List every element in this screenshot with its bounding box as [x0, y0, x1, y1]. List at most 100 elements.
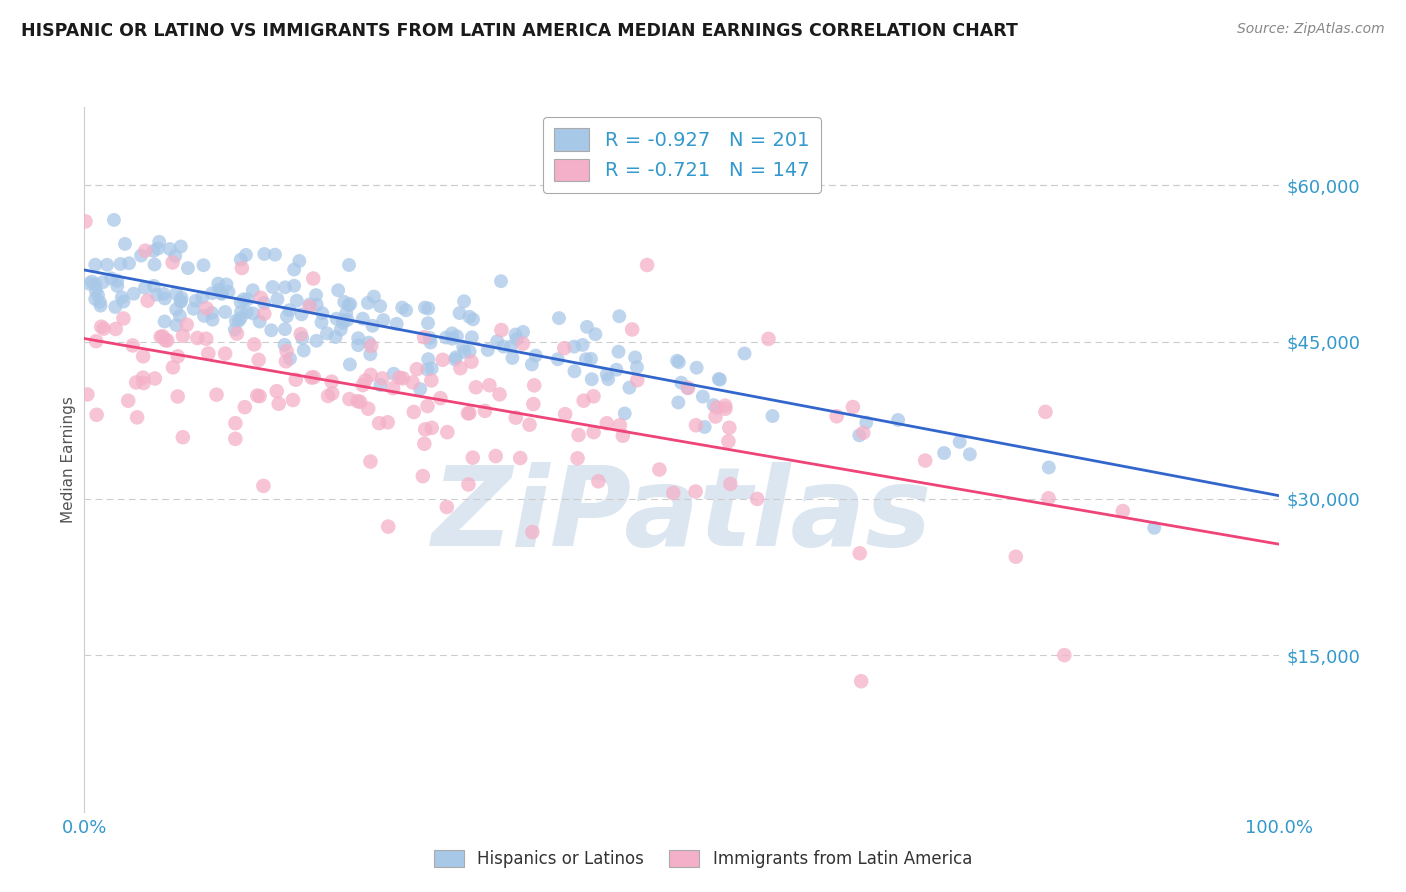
Point: [388, 370, 411, 384]
Point: [253, 296, 276, 310]
Point: [420, 374, 443, 388]
Point: [305, 334, 328, 348]
Point: [127, 410, 149, 425]
Point: [166, 389, 188, 403]
Point: [211, 285, 233, 300]
Point: [201, 312, 224, 326]
Point: [93, 321, 115, 335]
Point: [548, 311, 571, 326]
Point: [360, 368, 382, 382]
Point: [522, 397, 544, 411]
Point: [693, 420, 716, 434]
Point: [1035, 405, 1057, 419]
Point: [100, 271, 122, 285]
Point: [104, 300, 127, 314]
Point: [247, 352, 270, 367]
Point: [562, 340, 585, 354]
Point: [522, 525, 544, 540]
Point: [488, 387, 510, 401]
Point: [914, 453, 936, 467]
Point: [357, 335, 380, 350]
Point: [405, 362, 427, 376]
Point: [598, 372, 620, 386]
Point: [505, 327, 527, 342]
Point: [143, 371, 166, 385]
Point: [596, 368, 619, 382]
Point: [148, 235, 170, 249]
Point: [264, 247, 287, 261]
Point: [501, 351, 523, 365]
Point: [453, 294, 475, 309]
Point: [420, 361, 443, 376]
Point: [207, 277, 229, 291]
Point: [145, 287, 167, 301]
Point: [887, 413, 910, 427]
Point: [401, 376, 423, 390]
Point: [505, 410, 527, 425]
Point: [134, 244, 156, 258]
Point: [75, 214, 97, 228]
Point: [547, 352, 569, 367]
Point: [491, 323, 513, 337]
Point: [195, 301, 218, 316]
Point: [229, 310, 252, 325]
Point: [360, 339, 382, 353]
Point: [105, 274, 128, 288]
Point: [325, 330, 347, 344]
Point: [84, 258, 107, 272]
Point: [80, 275, 103, 289]
Point: [229, 295, 252, 310]
Point: [205, 387, 228, 401]
Point: [332, 316, 354, 330]
Point: [441, 332, 464, 346]
Point: [114, 236, 136, 251]
Point: [132, 349, 155, 363]
Point: [290, 307, 312, 321]
Point: [243, 337, 266, 351]
Point: [457, 477, 479, 491]
Point: [177, 261, 200, 276]
Point: [105, 279, 128, 293]
Point: [1038, 460, 1060, 475]
Point: [266, 384, 288, 399]
Point: [395, 303, 418, 318]
Point: [368, 416, 391, 430]
Point: [371, 371, 394, 385]
Point: [267, 397, 290, 411]
Point: [183, 301, 205, 316]
Point: [224, 416, 246, 430]
Point: [292, 343, 315, 358]
Point: [321, 375, 343, 389]
Point: [416, 362, 439, 376]
Text: Source: ZipAtlas.com: Source: ZipAtlas.com: [1237, 22, 1385, 37]
Point: [162, 360, 184, 375]
Point: [170, 239, 193, 253]
Point: [648, 462, 671, 476]
Point: [302, 271, 325, 285]
Point: [170, 294, 193, 309]
Point: [224, 322, 246, 336]
Point: [172, 328, 194, 343]
Point: [112, 311, 135, 326]
Point: [444, 351, 467, 365]
Point: [298, 300, 321, 314]
Point: [636, 258, 658, 272]
Point: [291, 331, 314, 345]
Point: [302, 370, 325, 384]
Point: [118, 256, 141, 270]
Point: [449, 361, 471, 376]
Point: [285, 293, 308, 308]
Point: [215, 277, 238, 292]
Point: [579, 351, 602, 366]
Point: [321, 386, 343, 401]
Point: [1112, 504, 1135, 518]
Point: [583, 327, 606, 342]
Point: [382, 367, 405, 381]
Point: [418, 352, 440, 367]
Point: [368, 299, 391, 313]
Point: [305, 298, 328, 312]
Point: [262, 280, 284, 294]
Point: [225, 314, 247, 328]
Point: [676, 381, 699, 395]
Point: [444, 352, 467, 367]
